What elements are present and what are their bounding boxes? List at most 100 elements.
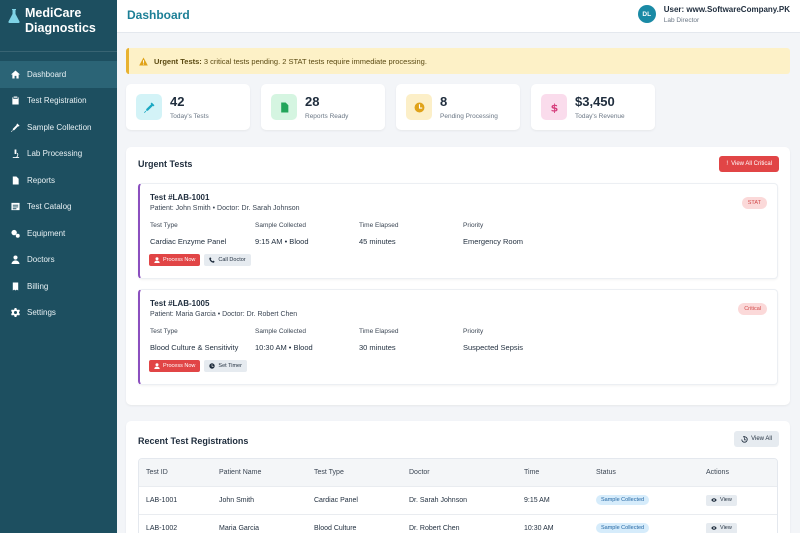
panel-title: Urgent Tests [138, 159, 193, 169]
gear-icon [10, 308, 20, 318]
urgent-test-card[interactable]: Test #LAB-1001 Patient: John Smith • Doc… [138, 183, 778, 279]
registrations-table: Test ID Patient Name Test Type Doctor Ti… [138, 458, 778, 533]
stat-label: Pending Processing [440, 112, 498, 120]
sidebar-item-doctors[interactable]: Doctors [0, 247, 117, 274]
cell-time: 10:30 AM [517, 513, 589, 533]
panel-title: Recent Test Registrations [138, 436, 249, 446]
label-priority: Priority [463, 328, 484, 335]
clock-icon [406, 94, 432, 120]
column-header: Patient Name [212, 459, 307, 486]
value-priority: Emergency Room [463, 237, 524, 246]
alert-message: 3 critical tests pending. 2 STAT tests r… [203, 56, 427, 66]
cell-test-id: LAB-1001 [139, 485, 212, 514]
cell-patient: John Smith [212, 485, 307, 514]
cell-test-type: Cardiac Panel [307, 485, 402, 514]
warning-icon [139, 56, 148, 66]
table-row[interactable]: LAB-1002 Maria Garcia Blood Culture Dr. … [139, 513, 777, 533]
label-time-elapsed: Time Elapsed [359, 222, 399, 229]
column-header: Actions [699, 459, 777, 486]
sidebar-item-sample-collection[interactable]: Sample Collection [0, 114, 117, 141]
sidebar-item-test-registration[interactable]: Test Registration [0, 88, 117, 115]
phone-icon [209, 257, 216, 263]
stat-label: Today's Tests [170, 112, 209, 120]
call-doctor-button[interactable]: Call Doctor [204, 254, 251, 266]
cell-time: 9:15 AM [517, 485, 589, 514]
view-button[interactable]: View [706, 494, 737, 506]
exclamation-icon: ! [726, 161, 729, 167]
sidebar-item-test-catalog[interactable]: Test Catalog [0, 194, 117, 221]
value-test-type: Blood Culture & Sensitivity [150, 343, 239, 352]
priority-badge: STAT [741, 197, 767, 209]
history-icon [741, 435, 748, 443]
cell-doctor: Dr. Sarah Johnson [402, 485, 517, 514]
priority-badge: Critical [738, 303, 767, 315]
page-title: Dashboard [127, 8, 190, 22]
clock-icon [209, 363, 216, 369]
column-header: Status [589, 459, 699, 486]
user-name: User: www.SoftwareCompany.PK [663, 5, 790, 14]
label-priority: Priority [463, 222, 484, 229]
sidebar-nav: Dashboard Test Registration Sample Colle… [0, 61, 117, 326]
syringe-icon [136, 94, 162, 120]
sidebar: MediCare Diagnostics Dashboard Test Regi… [0, 0, 117, 533]
process-now-button[interactable]: Process Now [149, 360, 201, 372]
list-icon [10, 202, 20, 212]
file-icon [271, 94, 297, 120]
column-header: Doctor [402, 459, 517, 486]
sidebar-item-billing[interactable]: Billing [0, 273, 117, 300]
dollar-icon: $ [541, 94, 567, 120]
column-header: Time [517, 459, 589, 486]
sidebar-item-reports[interactable]: Reports [0, 167, 117, 194]
test-id: Test #LAB-1001 [150, 193, 210, 202]
user-icon [154, 257, 160, 263]
view-all-button[interactable]: View All [734, 431, 779, 447]
view-all-critical-button[interactable]: ! View All Critical [719, 156, 779, 172]
status-badge: Sample Collected [596, 495, 650, 505]
file-icon [10, 175, 20, 185]
user-icon [154, 363, 160, 369]
label-test-type: Test Type [150, 222, 178, 229]
cell-doctor: Dr. Robert Chen [402, 513, 517, 533]
process-now-button[interactable]: Process Now [149, 254, 201, 266]
svg-text:$: $ [550, 102, 558, 113]
test-patient-doctor: Patient: Maria Garcia • Doctor: Dr. Robe… [150, 311, 298, 318]
cell-test-type: Blood Culture [307, 513, 402, 533]
table-row[interactable]: LAB-1001 John Smith Cardiac Panel Dr. Sa… [139, 485, 777, 514]
set-timer-button[interactable]: Set Timer [204, 360, 247, 372]
label-sample-collected: Sample Collected [255, 222, 306, 229]
value-sample-collected: 10:30 AM • Blood [255, 343, 313, 352]
sidebar-item-dashboard[interactable]: Dashboard [0, 61, 117, 88]
receipt-icon [10, 281, 20, 291]
avatar[interactable]: DL [637, 5, 656, 23]
value-sample-collected: 9:15 AM • Blood [255, 237, 309, 246]
microscope-icon [10, 149, 20, 159]
stat-value: 42 [170, 93, 185, 109]
urgent-test-card[interactable]: Test #LAB-1005 Patient: Maria Garcia • D… [138, 289, 778, 385]
value-time-elapsed: 45 minutes [359, 237, 396, 246]
sidebar-item-lab-processing[interactable]: Lab Processing [0, 141, 117, 168]
stat-label: Today's Revenue [575, 112, 625, 120]
column-header: Test ID [139, 459, 212, 486]
stat-label: Reports Ready [305, 112, 349, 120]
column-header: Test Type [307, 459, 402, 486]
test-id: Test #LAB-1005 [150, 299, 210, 308]
view-button[interactable]: View [706, 522, 737, 533]
urgent-alert: Urgent Tests: 3 critical tests pending. … [126, 48, 790, 74]
user-menu[interactable]: DL User: www.SoftwareCompany.PK Lab Dire… [637, 5, 790, 24]
user-role: Lab Director [663, 17, 700, 24]
alert-title: Urgent Tests: [154, 56, 202, 66]
eye-icon [711, 498, 717, 502]
top-header: Dashboard DL User: www.SoftwareCompany.P… [117, 0, 800, 33]
stat-card-todays-revenue: $ $3,450 Today's Revenue [531, 84, 655, 130]
sidebar-item-equipment[interactable]: Equipment [0, 220, 117, 247]
clipboard-icon [10, 96, 20, 106]
cogs-icon [10, 228, 20, 238]
stat-value: 28 [305, 93, 320, 109]
sidebar-item-settings[interactable]: Settings [0, 300, 117, 327]
label-time-elapsed: Time Elapsed [359, 328, 399, 335]
brand[interactable]: MediCare Diagnostics [0, 0, 117, 52]
syringe-icon [10, 122, 20, 132]
cell-patient: Maria Garcia [212, 513, 307, 533]
status-badge: Sample Collected [596, 523, 650, 533]
table-header-row: Test ID Patient Name Test Type Doctor Ti… [139, 459, 777, 486]
